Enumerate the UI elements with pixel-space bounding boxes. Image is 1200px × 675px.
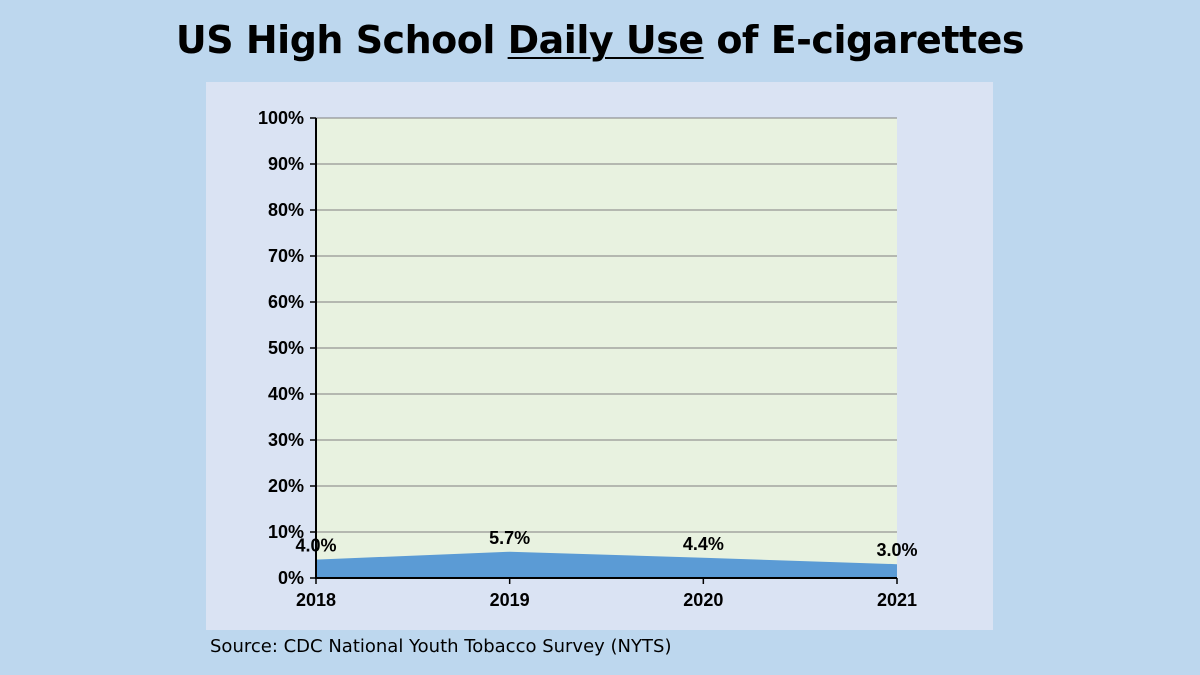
- y-tick-label: 30%: [268, 430, 304, 450]
- y-tick-label: 80%: [268, 200, 304, 220]
- title-prefix: US High School: [175, 18, 508, 62]
- x-tick-label: 2020: [683, 590, 723, 610]
- data-label: 4.4%: [683, 534, 724, 554]
- y-tick-label: 40%: [268, 384, 304, 404]
- x-tick-label: 2019: [490, 590, 530, 610]
- y-tick-label: 50%: [268, 338, 304, 358]
- y-tick-label: 10%: [268, 522, 304, 542]
- x-tick-label: 2021: [877, 590, 917, 610]
- chart-panel: 0% 10% 20% 30% 40% 50% 60% 70% 80% 90% 100% 2018 201…: [206, 82, 993, 630]
- area-chart: 0% 10% 20% 30% 40% 50% 60% 70% 80% 90% 100% 2018 201…: [258, 108, 918, 610]
- data-label: 4.0%: [295, 536, 336, 556]
- title-emphasis: Daily Use: [507, 18, 704, 62]
- source-note: Source: CDC National Youth Tobacco Surve…: [210, 636, 672, 657]
- title-suffix: of E-cigarettes: [703, 18, 1025, 62]
- data-label: 3.0%: [876, 540, 917, 560]
- x-tick-label: 2018: [296, 590, 336, 610]
- y-tick-label: 20%: [268, 476, 304, 496]
- y-tick-label: 100%: [258, 108, 304, 128]
- y-tick-label: 90%: [268, 154, 304, 174]
- y-tick-label: 0%: [278, 568, 304, 588]
- y-tick-label: 60%: [268, 292, 304, 312]
- area-series: [316, 551, 897, 578]
- data-label: 5.7%: [489, 528, 530, 548]
- y-tick-label: 70%: [268, 246, 304, 266]
- chart-title: US High School Daily Use of E-cigarettes: [0, 18, 1200, 62]
